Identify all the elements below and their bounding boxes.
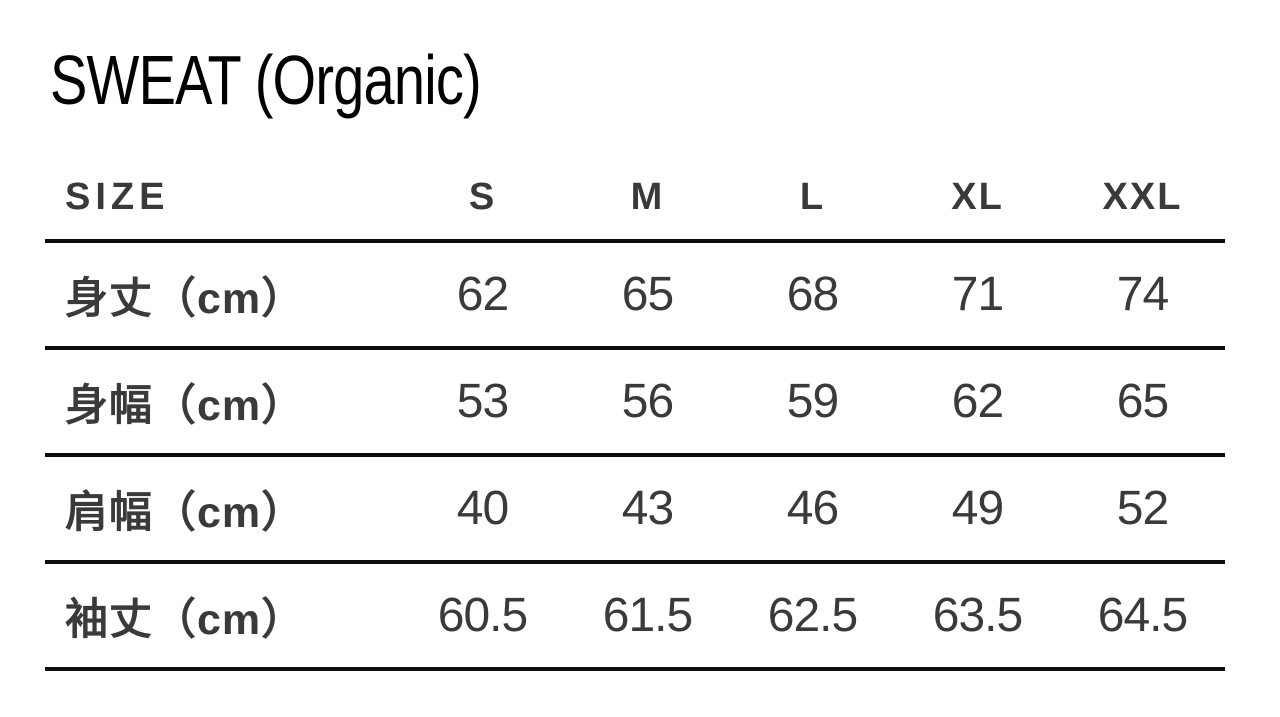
table-row-shoulder-width: 肩幅（cm） 40 43 46 49 52 — [45, 455, 1225, 564]
cell-value: 62.5 — [730, 562, 895, 671]
cell-value: 53 — [400, 348, 565, 457]
cell-value: 65 — [1060, 348, 1225, 457]
cell-value: 43 — [565, 455, 730, 564]
table-row-sleeve-length: 袖丈（cm） 60.5 61.5 62.5 63.5 64.5 — [45, 562, 1225, 671]
cell-value: 62 — [400, 241, 565, 350]
cell-value: 64.5 — [1060, 562, 1225, 671]
column-header-xxl: XXL — [1060, 133, 1225, 243]
cell-value: 60.5 — [400, 562, 565, 671]
cell-value: 71 — [895, 241, 1060, 350]
size-chart-table: SIZE S M L XL XXL 身丈（cm） 62 65 68 71 74 … — [45, 133, 1225, 671]
row-label-shoulder-width: 肩幅（cm） — [45, 455, 400, 564]
cell-value: 61.5 — [565, 562, 730, 671]
cell-value: 56 — [565, 348, 730, 457]
column-header-s: S — [400, 133, 565, 243]
column-header-size: SIZE — [45, 133, 400, 243]
cell-value: 74 — [1060, 241, 1225, 350]
table-header-row: SIZE S M L XL XXL — [45, 133, 1225, 243]
cell-value: 46 — [730, 455, 895, 564]
cell-value: 52 — [1060, 455, 1225, 564]
cell-value: 49 — [895, 455, 1060, 564]
table-row-body-width: 身幅（cm） 53 56 59 62 65 — [45, 348, 1225, 457]
row-label-body-length: 身丈（cm） — [45, 241, 400, 350]
cell-value: 40 — [400, 455, 565, 564]
row-label-sleeve-length: 袖丈（cm） — [45, 562, 400, 671]
page-title: SWEAT (Organic) — [50, 41, 482, 119]
cell-value: 59 — [730, 348, 895, 457]
table-row-body-length: 身丈（cm） 62 65 68 71 74 — [45, 241, 1225, 350]
cell-value: 68 — [730, 241, 895, 350]
cell-value: 62 — [895, 348, 1060, 457]
row-label-body-width: 身幅（cm） — [45, 348, 400, 457]
column-header-l: L — [730, 133, 895, 243]
cell-value: 63.5 — [895, 562, 1060, 671]
column-header-xl: XL — [895, 133, 1060, 243]
column-header-m: M — [565, 133, 730, 243]
cell-value: 65 — [565, 241, 730, 350]
